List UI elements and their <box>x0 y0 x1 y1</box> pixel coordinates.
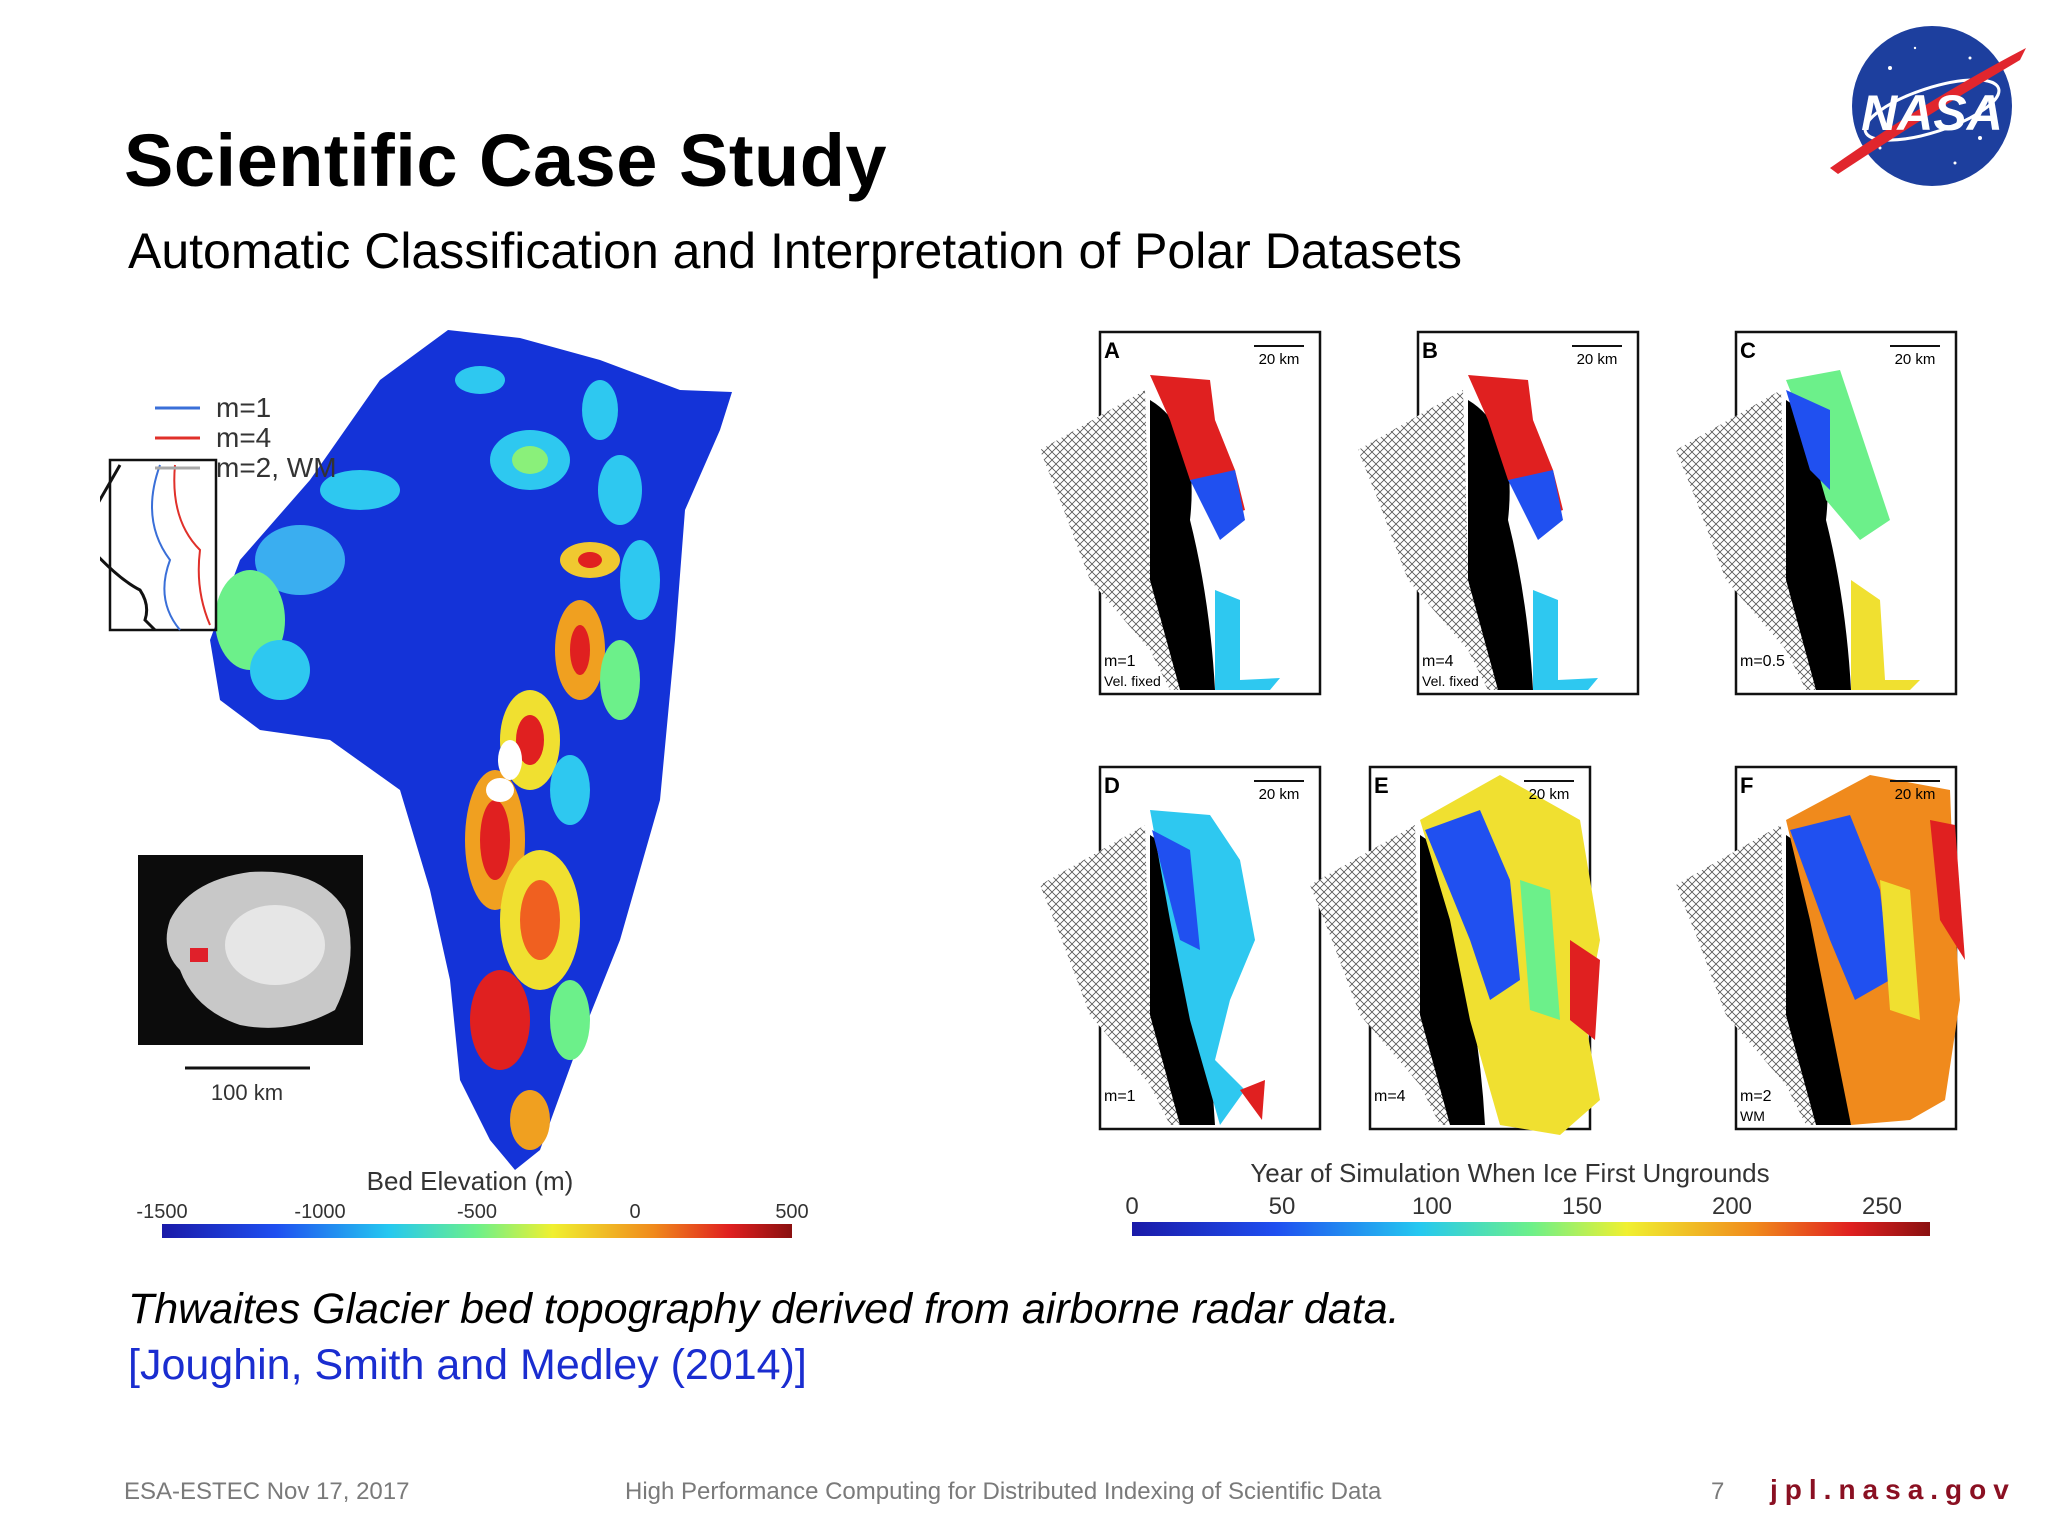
bed-colorbar-tick: -1500 <box>136 1201 187 1223</box>
ungrounding-colorbar <box>1132 1222 1930 1236</box>
panel-label: m=2 <box>1740 1088 1772 1105</box>
panel-letter: A <box>1104 338 1120 363</box>
panel-c: C 20 km m=0.5 <box>1676 330 1958 696</box>
figure-caption: Thwaites Glacier bed topography derived … <box>128 1285 1400 1333</box>
coastline <box>100 464 157 632</box>
footer-url[interactable]: jpl.nasa.gov <box>1770 1474 2016 1505</box>
zoom-inset-box <box>108 458 218 632</box>
study-area-marker <box>190 948 208 962</box>
panel-e: E 20 km m=4 <box>1310 765 1600 1135</box>
panel-d: D 20 km m=1 <box>1040 765 1322 1131</box>
glacier-bed-map <box>210 330 732 1170</box>
panel-letter: D <box>1104 773 1120 798</box>
panel-b: B 20 km m=4 Vel. fixed <box>1358 330 1640 696</box>
panel-scale-label: 20 km <box>1529 786 1570 803</box>
ungrounding-colorbar-tick: 100 <box>1412 1193 1452 1220</box>
grounding-line-m4 <box>173 464 211 626</box>
panel-letter: C <box>1740 338 1756 363</box>
panel-letter: B <box>1422 338 1438 363</box>
panel-sublabel: Vel. fixed <box>1104 673 1161 689</box>
panel-sublabel: Vel. fixed <box>1422 673 1479 689</box>
footer-page-number: 7 <box>1711 1478 1725 1505</box>
legend-label-m1: m=1 <box>216 392 271 423</box>
panel-letter: E <box>1374 773 1389 798</box>
bed-colorbar-tick: -1000 <box>294 1201 345 1223</box>
ungrounding-colorbar-tick: 0 <box>1125 1193 1138 1220</box>
ungrounding-colorbar-tick: 50 <box>1269 1193 1296 1220</box>
scale-bar-label: 100 km <box>211 1080 283 1105</box>
figure-citation[interactable]: [Joughin, Smith and Medley (2014)] <box>128 1341 807 1389</box>
panel-label: m=4 <box>1374 1088 1406 1105</box>
bed-colorbar-tick: 0 <box>629 1201 640 1223</box>
slide-subtitle: Automatic Classification and Interpretat… <box>128 223 1463 279</box>
panel-scale-label: 20 km <box>1895 351 1936 368</box>
panel-letter: F <box>1740 773 1753 798</box>
panel-label: m=1 <box>1104 1088 1136 1105</box>
panel-scale-label: 20 km <box>1895 786 1936 803</box>
grounding-line-m1 <box>151 464 181 631</box>
ungrounding-colorbar-tick: 250 <box>1862 1193 1902 1220</box>
panel-sublabel: WM <box>1740 1108 1765 1124</box>
legend-label-m4: m=4 <box>216 422 271 453</box>
ungrounding-colorbar-tick: 200 <box>1712 1193 1752 1220</box>
legend-label-m2wm: m=2, WM <box>216 452 337 483</box>
panel-label: m=4 <box>1422 653 1454 670</box>
nasa-logo-text: NASA <box>1861 85 2003 141</box>
bed-topography-features <box>215 366 660 1150</box>
slide-title: Scientific Case Study <box>124 119 888 202</box>
ungrounding-colorbar-title: Year of Simulation When Ice First Ungrou… <box>1250 1158 1769 1188</box>
panel-scale-label: 20 km <box>1259 351 1300 368</box>
map-legend: m=1 m=4 m=2, WM <box>155 392 337 483</box>
bed-elevation-colorbar <box>162 1224 792 1238</box>
bed-elevation-colorbar-title: Bed Elevation (m) <box>367 1166 574 1196</box>
footer-event-date: ESA-ESTEC Nov 17, 2017 <box>124 1478 410 1505</box>
nasa-meatball-logo: NASA <box>1830 26 2026 186</box>
panel-scale-label: 20 km <box>1259 786 1300 803</box>
footer-presentation-title: High Performance Computing for Distribut… <box>625 1478 1382 1505</box>
panel-label: m=0.5 <box>1740 653 1785 670</box>
bed-colorbar-tick: 500 <box>775 1201 808 1223</box>
ungrounding-simulation-figure: A 20 km m=1 Vel. fixed B 20 km m=4 Vel. … <box>1040 330 1965 1236</box>
bed-elevation-figure: m=1 m=4 m=2, WM 100 km Bed Elevation (m)… <box>100 330 809 1238</box>
panel-label: m=1 <box>1104 653 1136 670</box>
bed-colorbar-tick: -500 <box>457 1201 497 1223</box>
panel-a: A 20 km m=1 Vel. fixed <box>1040 330 1322 696</box>
panel-f: F 20 km m=2 WM <box>1676 765 1965 1131</box>
panel-scale-label: 20 km <box>1577 351 1618 368</box>
ungrounding-colorbar-tick: 150 <box>1562 1193 1602 1220</box>
